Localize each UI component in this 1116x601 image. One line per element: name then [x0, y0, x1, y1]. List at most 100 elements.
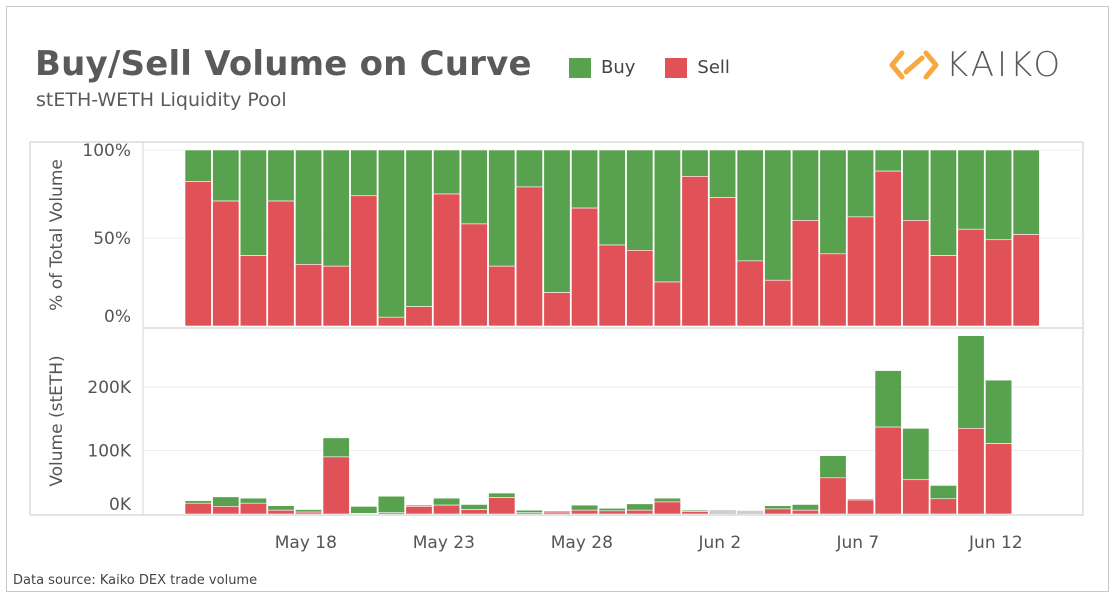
bottom-bar-sell[interactable] [543, 511, 571, 515]
bottom-bar-buy[interactable] [653, 497, 681, 503]
top-bar-buy[interactable] [239, 149, 267, 256]
top-bar-buy[interactable] [543, 149, 571, 293]
top-bar-buy[interactable] [957, 149, 985, 230]
top-bar-sell[interactable] [929, 255, 957, 327]
top-bar-sell[interactable] [819, 253, 847, 327]
bottom-bar-sell[interactable] [433, 504, 461, 515]
bottom-bar-sell[interactable] [957, 428, 985, 515]
top-bar-sell[interactable] [681, 176, 709, 327]
top-bar-sell[interactable] [543, 292, 571, 327]
top-bar-sell[interactable] [598, 244, 626, 327]
bottom-bar-sell[interactable] [377, 512, 405, 515]
bottom-bar-sell[interactable] [902, 479, 930, 515]
top-bar-buy[interactable] [571, 149, 599, 209]
bottom-bar-buy[interactable] [571, 504, 599, 511]
bottom-bar-buy[interactable] [791, 504, 819, 511]
top-bar-buy[interactable] [819, 149, 847, 255]
top-bar-buy[interactable] [1012, 149, 1040, 235]
bottom-bar-buy[interactable] [239, 497, 267, 504]
bottom-bar-buy[interactable] [377, 495, 405, 514]
bottom-bar-buy[interactable] [488, 492, 516, 498]
top-bar-buy[interactable] [433, 149, 461, 195]
bottom-bar-minor[interactable] [737, 510, 764, 514]
bottom-bar-sell[interactable] [350, 513, 378, 515]
bottom-bar-sell[interactable] [598, 510, 626, 515]
bottom-bar-buy[interactable] [929, 485, 957, 500]
bottom-bar-buy[interactable] [515, 509, 543, 514]
top-bar-sell[interactable] [322, 265, 350, 327]
bottom-bar-sell[interactable] [819, 477, 847, 515]
bottom-bar-buy[interactable] [902, 428, 930, 481]
top-bar-sell[interactable] [267, 200, 295, 327]
bottom-bar-minor[interactable] [709, 510, 736, 514]
bottom-bar-sell[interactable] [985, 443, 1013, 515]
top-bar-buy[interactable] [515, 149, 543, 188]
bottom-bar-buy[interactable] [957, 335, 985, 429]
bottom-bar-sell[interactable] [184, 502, 212, 515]
bottom-bar-sell[interactable] [515, 512, 543, 515]
top-bar-buy[interactable] [488, 149, 516, 267]
top-bar-sell[interactable] [295, 264, 323, 327]
top-bar-buy[interactable] [267, 149, 295, 202]
bottom-bar-sell[interactable] [929, 498, 957, 515]
bottom-bar-buy[interactable] [626, 503, 654, 511]
bottom-bar-buy[interactable] [350, 506, 378, 514]
top-bar-sell[interactable] [626, 250, 654, 327]
top-bar-sell[interactable] [460, 223, 488, 327]
top-bar-buy[interactable] [295, 149, 323, 265]
bottom-bar-sell[interactable] [488, 497, 516, 515]
bottom-bar-buy[interactable] [322, 437, 350, 458]
bottom-bar-buy[interactable] [598, 507, 626, 512]
top-bar-sell[interactable] [488, 265, 516, 327]
top-bar-sell[interactable] [736, 260, 764, 327]
top-bar-sell[interactable] [350, 195, 378, 327]
top-bar-buy[interactable] [847, 149, 875, 218]
top-bar-buy[interactable] [681, 149, 709, 177]
bottom-bar-sell[interactable] [212, 506, 240, 515]
bottom-bar-sell[interactable] [571, 509, 599, 515]
bottom-bar-sell[interactable] [764, 508, 792, 515]
top-bar-buy[interactable] [736, 149, 764, 262]
top-bar-sell[interactable] [902, 220, 930, 327]
bottom-bar-sell[interactable] [239, 502, 267, 515]
bottom-bar-buy[interactable] [267, 505, 295, 511]
top-bar-buy[interactable] [322, 149, 350, 267]
top-bar-sell[interactable] [764, 279, 792, 327]
bottom-bar-sell[interactable] [405, 506, 433, 515]
top-bar-buy[interactable] [653, 149, 681, 283]
bottom-bar-sell[interactable] [874, 426, 902, 515]
bottom-bar-sell[interactable] [295, 511, 323, 515]
top-bar-sell[interactable] [1012, 234, 1040, 327]
top-bar-sell[interactable] [653, 281, 681, 327]
bottom-bar-sell[interactable] [322, 456, 350, 515]
top-bar-sell[interactable] [571, 207, 599, 327]
bottom-bar-buy[interactable] [184, 500, 212, 504]
top-bar-buy[interactable] [598, 149, 626, 246]
top-bar-sell[interactable] [405, 306, 433, 327]
top-bar-sell[interactable] [433, 193, 461, 327]
bottom-bar-sell[interactable] [460, 509, 488, 515]
top-bar-buy[interactable] [405, 149, 433, 307]
top-bar-sell[interactable] [874, 170, 902, 327]
top-bar-buy[interactable] [764, 149, 792, 281]
bottom-bar-sell[interactable] [847, 499, 875, 515]
top-bar-buy[interactable] [184, 149, 212, 182]
top-bar-buy[interactable] [874, 149, 902, 172]
legend-item-sell[interactable]: Sell [665, 57, 730, 78]
top-bar-sell[interactable] [957, 228, 985, 327]
top-bar-sell[interactable] [985, 239, 1013, 327]
bottom-bar-sell[interactable] [681, 511, 709, 515]
top-bar-sell[interactable] [791, 220, 819, 327]
bottom-bar-buy[interactable] [874, 370, 902, 428]
top-bar-buy[interactable] [709, 149, 737, 198]
bottom-bar-buy[interactable] [819, 455, 847, 479]
top-bar-buy[interactable] [460, 149, 488, 225]
top-bar-buy[interactable] [929, 149, 957, 256]
top-bar-buy[interactable] [377, 149, 405, 318]
bottom-bar-buy[interactable] [295, 509, 323, 513]
bottom-bar-sell[interactable] [791, 509, 819, 515]
top-bar-sell[interactable] [184, 181, 212, 327]
bottom-bar-sell[interactable] [626, 509, 654, 515]
top-bar-buy[interactable] [791, 149, 819, 221]
legend-item-buy[interactable]: Buy [569, 57, 635, 78]
